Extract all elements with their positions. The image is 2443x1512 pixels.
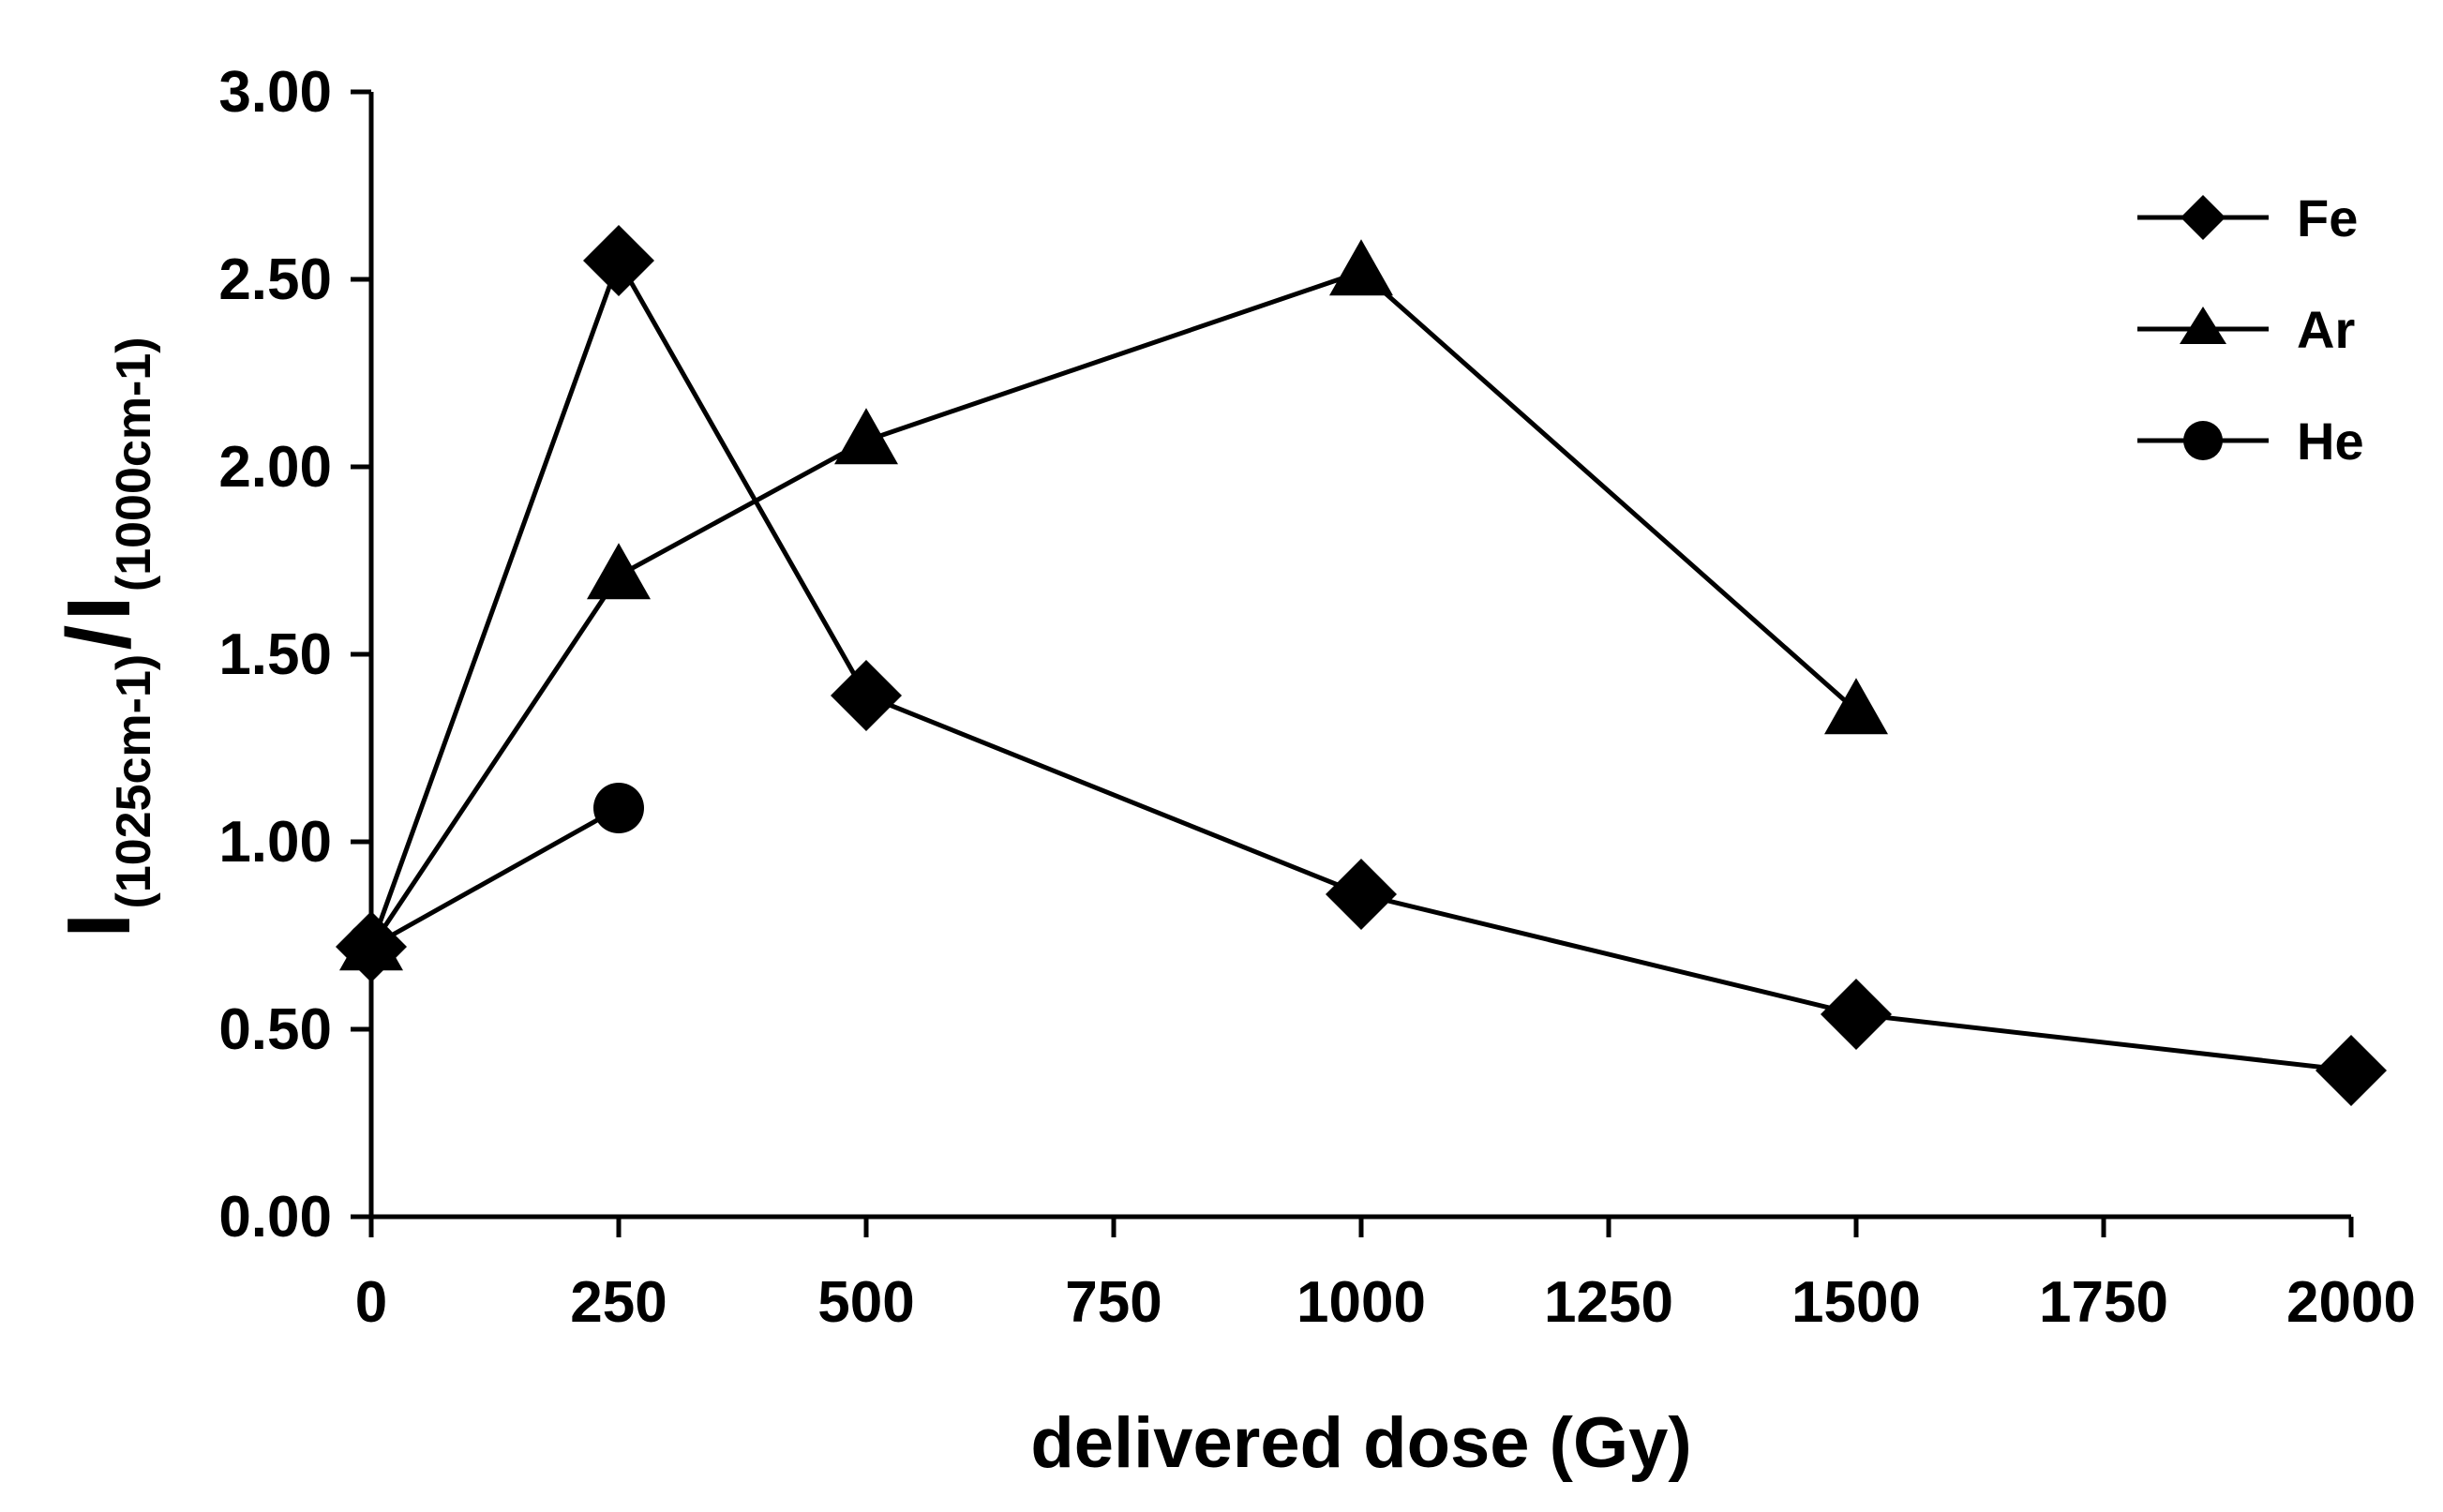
y-tick-label: 1.00 (218, 810, 332, 875)
y-label-denominator-sub: (1000cm-1) (107, 337, 161, 591)
y-tick-label: 0.50 (218, 997, 332, 1062)
diamond-marker (2316, 1035, 2387, 1106)
y-tick-label: 2.50 (218, 247, 332, 312)
circle-marker (346, 921, 397, 972)
series-ar (339, 239, 1888, 971)
y-tick-label: 2.00 (218, 435, 332, 500)
x-tick-label: 500 (817, 1270, 914, 1335)
diamond-marker (831, 660, 902, 731)
y-tick-label: 1.50 (218, 622, 332, 687)
legend-item-he: He (2137, 412, 2364, 471)
y-label-separator: / (49, 625, 149, 651)
y-label-denominator: I (49, 596, 149, 621)
diamond-marker (583, 225, 654, 296)
y-tick-label: 3.00 (218, 60, 332, 125)
triangle-marker (1329, 239, 1393, 296)
legend-diamond-marker (2181, 195, 2226, 240)
diamond-marker (1821, 979, 1892, 1050)
svg-text:I (1025cm-1) /: I (1025cm-1) / I (1000cm-1) (49, 337, 161, 937)
x-tick-label: 1000 (1296, 1270, 1426, 1335)
legend-circle-marker (2183, 421, 2223, 460)
diamond-marker (1326, 859, 1397, 930)
x-tick-label: 750 (1065, 1270, 1162, 1335)
x-tick-label: 1250 (1544, 1270, 1673, 1335)
legend-item-fe: Fe (2137, 188, 2358, 247)
x-tick-label: 1750 (2039, 1270, 2168, 1335)
series-line-fe (368, 255, 2352, 1073)
series-fe (336, 225, 2387, 1106)
y-label-numerator: I (49, 913, 149, 938)
y-axis-title: I (1025cm-1) / I (1000cm-1) (49, 337, 161, 937)
legend-label: He (2297, 412, 2364, 471)
legend: Fe Ar He (2137, 188, 2364, 471)
series-layer (336, 225, 2387, 1106)
triangle-marker (1824, 678, 1888, 735)
y-ticks: 0.00 0.50 1.00 1.50 2.00 2.50 3.00 (218, 60, 371, 1250)
legend-triangle-marker (2180, 307, 2226, 344)
triangle-marker (834, 408, 898, 465)
y-label-numerator-sub: (1025cm-1) (107, 654, 161, 909)
x-tick-label: 250 (570, 1270, 667, 1335)
y-tick-label: 0.00 (218, 1185, 332, 1250)
x-ticks: 0 250 500 750 1000 1250 1500 1750 2000 (355, 1217, 2416, 1335)
legend-label: Ar (2297, 300, 2355, 359)
triangle-marker (587, 543, 651, 600)
series-line-he (369, 805, 621, 950)
circle-marker (593, 783, 644, 833)
series-line-ar (368, 269, 1858, 949)
legend-item-ar: Ar (2137, 300, 2355, 359)
legend-label: Fe (2297, 188, 2358, 247)
x-tick-label: 1500 (1791, 1270, 1921, 1335)
series-he (346, 783, 644, 972)
x-tick-label: 2000 (2286, 1270, 2416, 1335)
x-tick-label: 0 (355, 1270, 387, 1335)
x-axis-title: delivered dose (Gy) (1030, 1403, 1691, 1483)
